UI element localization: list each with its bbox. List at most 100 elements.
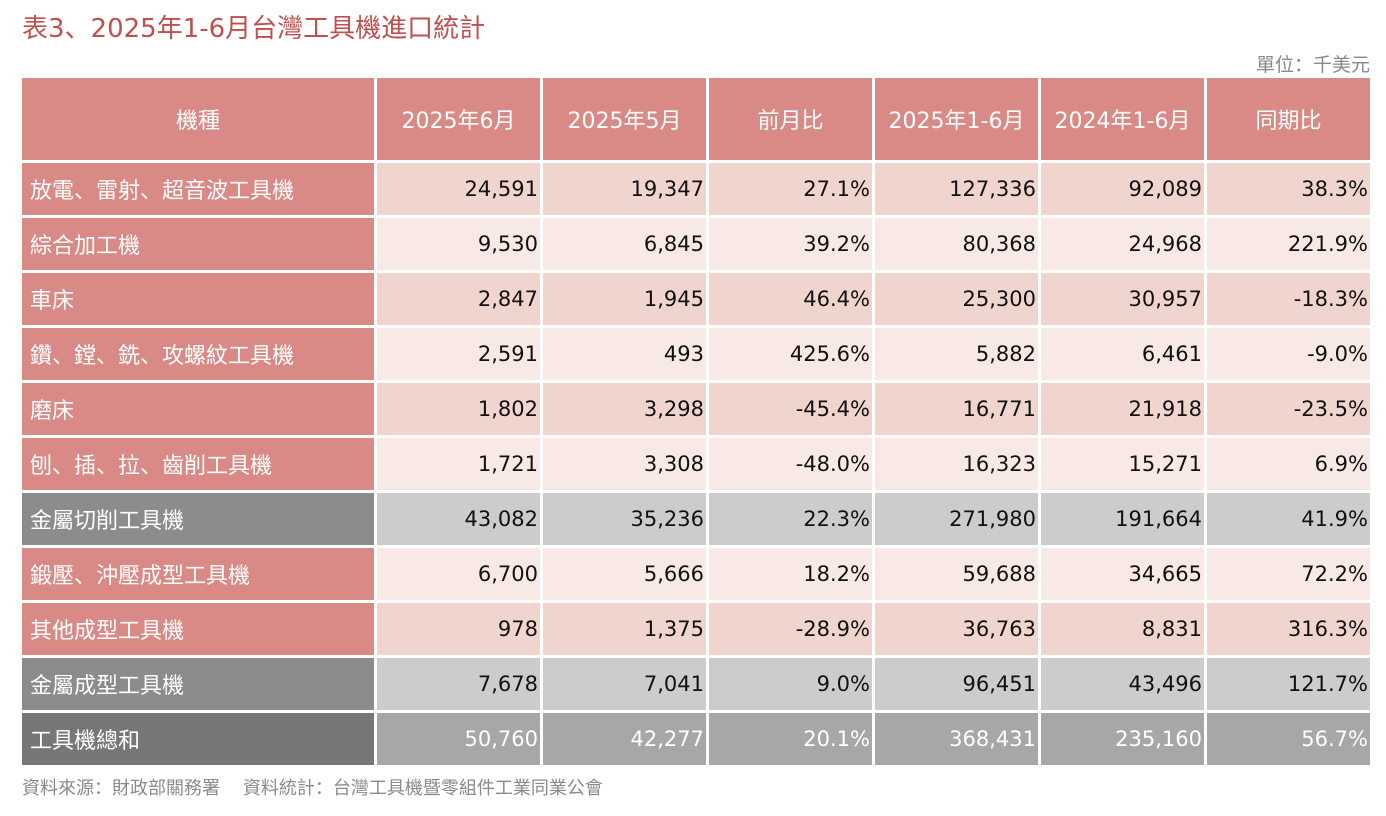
- value-cell: 25,300: [875, 273, 1038, 325]
- table-row: 金屬成型工具機 7,678 7,041 9.0% 96,451 43,496 121.7%: [22, 658, 1370, 710]
- value-cell: 41.9%: [1207, 493, 1370, 545]
- value-cell: 6,700: [377, 548, 540, 600]
- row-label: 其他成型工具機: [22, 603, 374, 655]
- value-cell: 80,368: [875, 218, 1038, 270]
- value-cell: 235,160: [1041, 713, 1204, 765]
- value-cell: 127,336: [875, 163, 1038, 215]
- header-cell: 2024年1-6月: [1041, 78, 1204, 160]
- import-statistics-table: 機種 2025年6月 2025年5月 前月比 2025年1-6月 2024年1-…: [19, 75, 1373, 768]
- header-cell: 前月比: [709, 78, 872, 160]
- value-cell: 121.7%: [1207, 658, 1370, 710]
- value-cell: 24,968: [1041, 218, 1204, 270]
- value-cell: 1,802: [377, 383, 540, 435]
- header-cell: 同期比: [1207, 78, 1370, 160]
- header-cell: 2025年6月: [377, 78, 540, 160]
- value-cell: 3,298: [543, 383, 706, 435]
- table-row: 其他成型工具機 978 1,375 -28.9% 36,763 8,831 316.3%: [22, 603, 1370, 655]
- value-cell: 39.2%: [709, 218, 872, 270]
- header-cell: 2025年5月: [543, 78, 706, 160]
- value-cell: -48.0%: [709, 438, 872, 490]
- value-cell: 9,530: [377, 218, 540, 270]
- value-cell: 46.4%: [709, 273, 872, 325]
- row-label: 放電、雷射、超音波工具機: [22, 163, 374, 215]
- value-cell: 5,882: [875, 328, 1038, 380]
- table-row: 鍛壓、沖壓成型工具機 6,700 5,666 18.2% 59,688 34,665 72.…: [22, 548, 1370, 600]
- value-cell: -9.0%: [1207, 328, 1370, 380]
- stats-text: 資料統計：台灣工具機暨零組件工業同業公會: [242, 778, 603, 799]
- value-cell: 36,763: [875, 603, 1038, 655]
- value-cell: 27.1%: [709, 163, 872, 215]
- table-row: 磨床 1,802 3,298 -45.4% 16,771 21,918 -23.5%: [22, 383, 1370, 435]
- value-cell: 8,831: [1041, 603, 1204, 655]
- value-cell: 6.9%: [1207, 438, 1370, 490]
- value-cell: 34,665: [1041, 548, 1204, 600]
- value-cell: 21,918: [1041, 383, 1204, 435]
- value-cell: 92,089: [1041, 163, 1204, 215]
- value-cell: 1,721: [377, 438, 540, 490]
- table-row: 車床 2,847 1,945 46.4% 25,300 30,957 -18.3%: [22, 273, 1370, 325]
- row-label: 金屬切削工具機: [22, 493, 374, 545]
- row-label: 磨床: [22, 383, 374, 435]
- value-cell: 24,591: [377, 163, 540, 215]
- value-cell: 72.2%: [1207, 548, 1370, 600]
- value-cell: -23.5%: [1207, 383, 1370, 435]
- value-cell: 15,271: [1041, 438, 1204, 490]
- value-cell: 20.1%: [709, 713, 872, 765]
- value-cell: 6,845: [543, 218, 706, 270]
- table-row: 綜合加工機 9,530 6,845 39.2% 80,368 24,968 221.9%: [22, 218, 1370, 270]
- value-cell: 1,945: [543, 273, 706, 325]
- value-cell: 7,678: [377, 658, 540, 710]
- value-cell: 56.7%: [1207, 713, 1370, 765]
- row-label: 金屬成型工具機: [22, 658, 374, 710]
- value-cell: 221.9%: [1207, 218, 1370, 270]
- table-row: 工具機總和 50,760 42,277 20.1% 368,431 235,160 56.7…: [22, 713, 1370, 765]
- header-cell: 2025年1-6月: [875, 78, 1038, 160]
- table-title: 表3、2025年1-6月台灣工具機進口統計: [22, 14, 486, 44]
- value-cell: 1,375: [543, 603, 706, 655]
- row-label: 綜合加工機: [22, 218, 374, 270]
- value-cell: 50,760: [377, 713, 540, 765]
- value-cell: 5,666: [543, 548, 706, 600]
- unit-label: 單位：千美元: [1255, 54, 1370, 76]
- value-cell: 425.6%: [709, 328, 872, 380]
- value-cell: 30,957: [1041, 273, 1204, 325]
- value-cell: 42,277: [543, 713, 706, 765]
- value-cell: 6,461: [1041, 328, 1204, 380]
- value-cell: 18.2%: [709, 548, 872, 600]
- row-label: 刨、插、拉、齒削工具機: [22, 438, 374, 490]
- value-cell: 9.0%: [709, 658, 872, 710]
- header-row: 機種 2025年6月 2025年5月 前月比 2025年1-6月 2024年1-…: [22, 78, 1370, 160]
- table-row: 金屬切削工具機 43,082 35,236 22.3% 271,980 191,664 41…: [22, 493, 1370, 545]
- source-note: 資料來源：財政部關務署 資料統計：台灣工具機暨零組件工業同業公會: [22, 774, 603, 800]
- table-row: 鑽、鏜、銑、攻螺紋工具機 2,591 493 425.6% 5,882 6,461 -9.0…: [22, 328, 1370, 380]
- row-label: 車床: [22, 273, 374, 325]
- value-cell: 7,041: [543, 658, 706, 710]
- value-cell: 316.3%: [1207, 603, 1370, 655]
- value-cell: -28.9%: [709, 603, 872, 655]
- value-cell: 368,431: [875, 713, 1038, 765]
- value-cell: 493: [543, 328, 706, 380]
- value-cell: 96,451: [875, 658, 1038, 710]
- value-cell: 43,496: [1041, 658, 1204, 710]
- value-cell: 22.3%: [709, 493, 872, 545]
- value-cell: 978: [377, 603, 540, 655]
- value-cell: -18.3%: [1207, 273, 1370, 325]
- table-row: 放電、雷射、超音波工具機 24,591 19,347 27.1% 127,336 92,0…: [22, 163, 1370, 215]
- value-cell: 19,347: [543, 163, 706, 215]
- value-cell: 3,308: [543, 438, 706, 490]
- value-cell: 38.3%: [1207, 163, 1370, 215]
- value-cell: 191,664: [1041, 493, 1204, 545]
- value-cell: 16,323: [875, 438, 1038, 490]
- value-cell: 16,771: [875, 383, 1038, 435]
- row-label: 工具機總和: [22, 713, 374, 765]
- value-cell: 35,236: [543, 493, 706, 545]
- row-label: 鑽、鏜、銑、攻螺紋工具機: [22, 328, 374, 380]
- table-row: 刨、插、拉、齒削工具機 1,721 3,308 -48.0% 16,323 15,271 6…: [22, 438, 1370, 490]
- value-cell: 59,688: [875, 548, 1038, 600]
- value-cell: 43,082: [377, 493, 540, 545]
- value-cell: 271,980: [875, 493, 1038, 545]
- value-cell: -45.4%: [709, 383, 872, 435]
- header-cell: 機種: [22, 78, 374, 160]
- row-label: 鍛壓、沖壓成型工具機: [22, 548, 374, 600]
- source-text: 資料來源：財政部關務署: [22, 778, 220, 799]
